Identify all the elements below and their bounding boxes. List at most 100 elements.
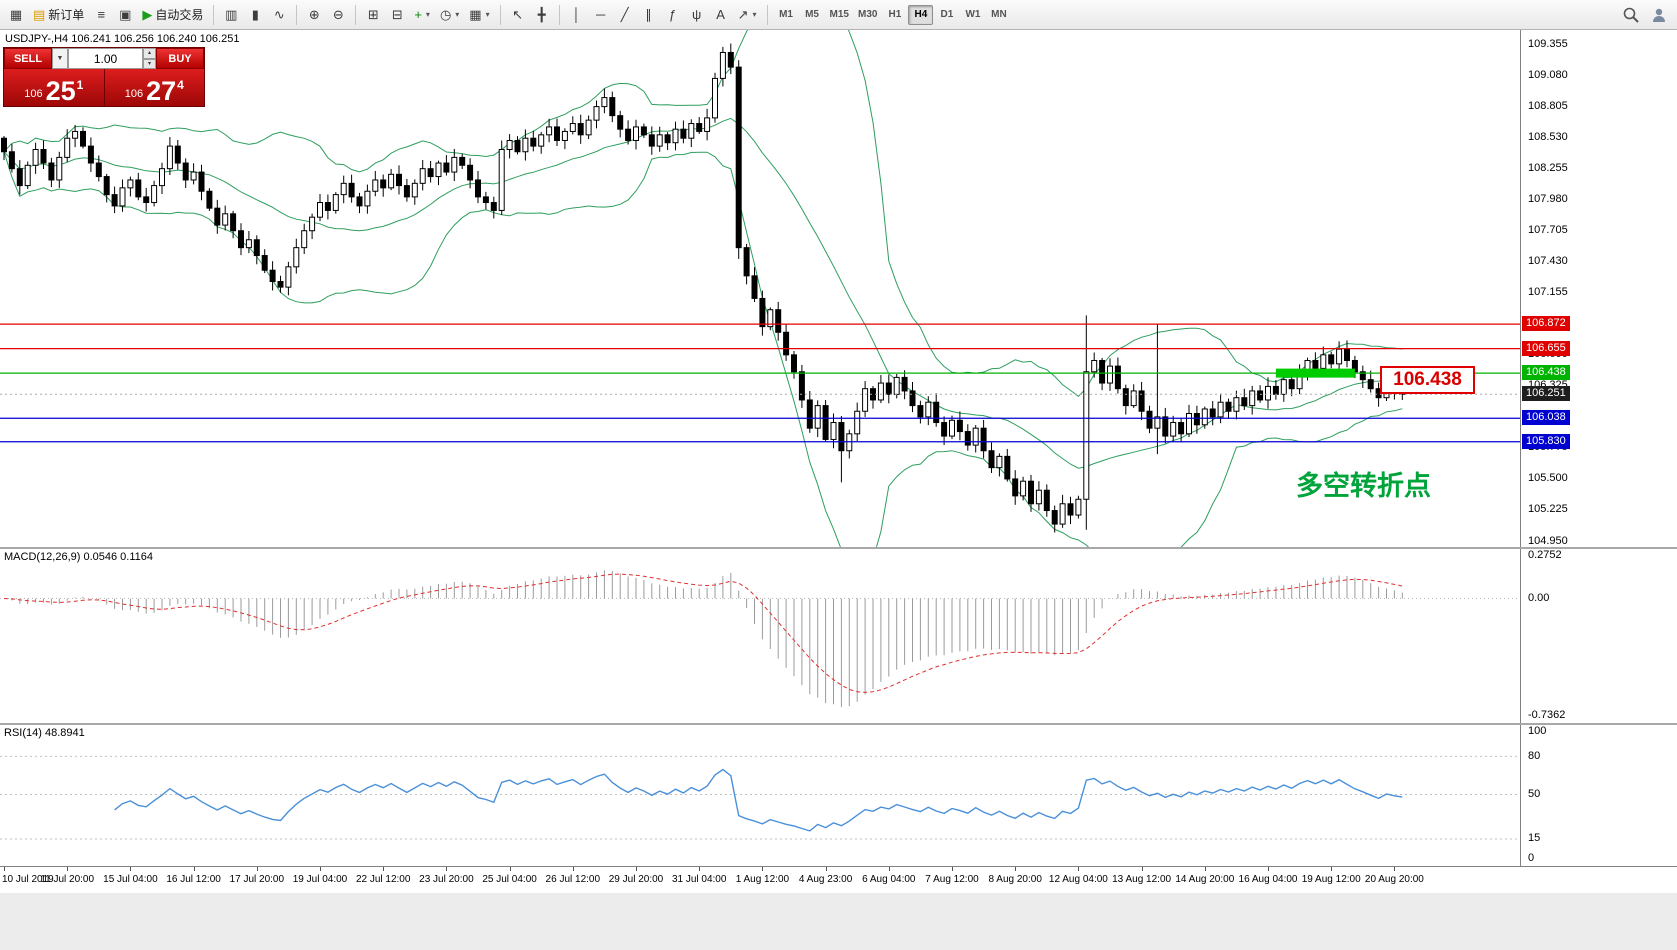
time-axis-label: 29 Jul 20:00	[608, 874, 664, 885]
arrow-objects-dropdown-icon[interactable]: ▾	[752, 10, 757, 19]
candlestick-chart-button[interactable]: ▮	[244, 4, 266, 26]
sell-button[interactable]: SELL	[4, 48, 52, 69]
timeframe-w1-button[interactable]: W1	[965, 9, 981, 20]
macd-indicator-title: MACD(12,26,9) 0.0546 0.1164	[4, 551, 153, 563]
volume-dropdown-button[interactable]: ▼	[52, 48, 68, 69]
timeframe-m30-button[interactable]: M30	[857, 9, 878, 20]
templates-button[interactable]: ▦ ▾	[465, 4, 493, 26]
periods-dropdown-icon[interactable]: ▾	[455, 10, 460, 19]
data-window-button[interactable]: ▣	[114, 4, 136, 26]
volume-step-up[interactable]: ▴	[143, 48, 156, 59]
price-scale[interactable]: 109.355 109.080 108.805 108.530 108.255 107.9…	[1520, 30, 1677, 866]
volume-step-down[interactable]: ▾	[143, 58, 156, 69]
zoom-out-button[interactable]: ⊖	[327, 4, 349, 26]
price-line-label: 106.038	[1522, 410, 1570, 426]
time-axis-label: 10 Jul 2019	[2, 874, 54, 885]
price-scale-tick: 107.430	[1528, 254, 1568, 267]
line-chart-button[interactable]: ∿	[268, 4, 290, 26]
price-scale-tick: 105.225	[1528, 503, 1568, 516]
price-scale-tick: 107.705	[1528, 223, 1568, 236]
market-watch-button[interactable]: ≡	[90, 4, 112, 26]
zoom-in-button[interactable]: ⊕	[303, 4, 325, 26]
price-callout[interactable]: 106.438	[1380, 366, 1475, 394]
time-axis-tick	[1394, 867, 1396, 871]
auto-trading-icon: ▶	[142, 7, 153, 22]
time-axis-label: 14 Aug 20:00	[1175, 874, 1235, 885]
chart-window[interactable]: USDJPY-,H4 106.241 106.256 106.240 106.2…	[0, 30, 1677, 893]
time-axis-label: 16 Jul 12:00	[166, 874, 221, 885]
indicators-icon: +	[414, 7, 422, 22]
time-axis-label: 6 Aug 04:00	[862, 874, 916, 885]
cursor-button[interactable]: ↖	[507, 4, 529, 26]
tile-windows-button[interactable]: ⊞	[362, 4, 384, 26]
price-scale-tick: 109.355	[1528, 37, 1568, 50]
panel-divider[interactable]	[0, 723, 1677, 725]
equidistant-channel-button[interactable]: ∥	[638, 4, 660, 26]
timeframe-m5-button[interactable]: M5	[805, 9, 819, 20]
time-axis[interactable]: 10 Jul 2019 11 Jul 20:00 15 Jul 04:00 16 Ju…	[0, 866, 1677, 893]
time-axis-label: 12 Aug 04:00	[1048, 874, 1108, 885]
price-chart-svg[interactable]	[0, 30, 1520, 893]
toolbar-separator	[296, 4, 298, 25]
timeframe-d1-button[interactable]: D1	[940, 9, 954, 20]
buy-button[interactable]: BUY	[156, 48, 204, 69]
rsi-panel	[0, 755, 1520, 840]
price-line-label: 105.830	[1522, 433, 1570, 449]
time-axis-label: 26 Jul 12:00	[545, 874, 601, 885]
vertical-line-icon: │	[572, 7, 581, 22]
bar-chart-button[interactable]: ▥	[220, 4, 242, 26]
trendline-button[interactable]: ╱	[614, 4, 636, 26]
time-axis-tick	[1141, 867, 1143, 871]
vertical-line-button[interactable]: │	[566, 4, 588, 26]
horizontal-line-button[interactable]: ─	[590, 4, 612, 26]
time-axis-tick	[1204, 867, 1206, 871]
fibonacci-retracement-button[interactable]: ƒ	[662, 4, 684, 26]
volume-input[interactable]	[68, 48, 143, 69]
zoom-out-icon: ⊖	[332, 7, 344, 22]
crosshair-button[interactable]: ╋	[531, 4, 553, 26]
timeframe-m15-button[interactable]: M15	[829, 9, 849, 20]
new-order-button[interactable]: ▤ 新订单	[29, 4, 88, 26]
time-axis-tick	[888, 867, 890, 871]
templates-dropdown-icon[interactable]: ▾	[485, 10, 490, 19]
community-button[interactable]	[1646, 4, 1672, 26]
sell-price-sup: 1	[76, 78, 84, 92]
templates-icon: ▦	[469, 7, 482, 22]
auto-trading-button[interactable]: ▶ 自动交易	[138, 4, 207, 26]
price-scale-tick: 107.980	[1528, 192, 1568, 205]
sell-price-display[interactable]: 106 25 1	[4, 69, 105, 106]
new-chart-button[interactable]: ▦	[5, 4, 27, 26]
time-axis-label: 4 Aug 23:00	[798, 874, 853, 885]
indicators-dropdown-icon[interactable]: ▾	[425, 10, 430, 19]
new-order-icon: ▤	[33, 7, 46, 22]
search-icon	[1623, 7, 1639, 23]
time-axis-tick	[320, 867, 321, 871]
buy-price-display[interactable]: 106 27 4	[104, 69, 204, 106]
time-axis-label: 19 Aug 12:00	[1301, 874, 1361, 885]
annotation-text[interactable]: 多空转折点	[1296, 471, 1431, 501]
timeframe-mn-button[interactable]: MN	[991, 9, 1007, 20]
line-chart-icon: ∿	[273, 7, 285, 22]
indicators-button[interactable]: + ▾	[410, 4, 434, 26]
arrow-objects-button[interactable]: ↗ ▾	[734, 4, 761, 26]
price-scale-tick: 108.805	[1528, 99, 1568, 112]
time-axis-tick	[446, 867, 448, 871]
time-axis-label: 19 Jul 04:00	[292, 874, 348, 885]
arrange-windows-button[interactable]: ⊟	[386, 4, 408, 26]
toolbar-separator	[213, 4, 215, 25]
time-axis-tick	[1015, 867, 1017, 871]
search-button[interactable]	[1618, 4, 1644, 26]
community-icon	[1653, 8, 1665, 22]
data-window-icon: ▣	[119, 7, 132, 22]
timeframe-h4-button[interactable]: H4	[908, 4, 934, 25]
timeframe-h1-button[interactable]: H1	[888, 9, 902, 20]
timeframe-m1-button[interactable]: M1	[779, 9, 793, 20]
panel-divider[interactable]	[0, 547, 1677, 549]
price-scale-tick: 109.080	[1528, 68, 1568, 81]
text-label-button[interactable]: A	[710, 4, 732, 26]
new-chart-icon: ▦	[9, 7, 23, 22]
price-scale-tick: 104.950	[1528, 534, 1568, 547]
andrews-pitchfork-button[interactable]: ψ	[686, 4, 708, 26]
periods-button[interactable]: ◷ ▾	[436, 4, 463, 26]
rsi-scale-label: 80	[1528, 749, 1541, 762]
